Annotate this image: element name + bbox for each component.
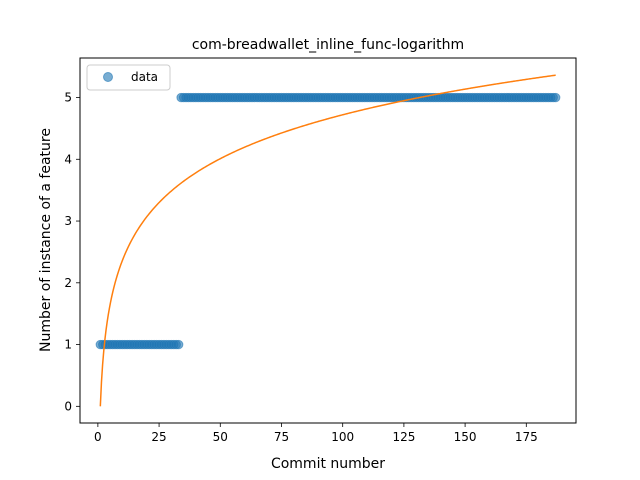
fit-line (99, 74, 556, 407)
x-tick-label: 100 (331, 430, 354, 444)
axes-frame (79, 57, 577, 424)
x-tick-label: 150 (454, 430, 477, 444)
x-tick-label: 25 (151, 430, 166, 444)
legend-box (86, 64, 171, 91)
y-tick-label: 2 (64, 276, 72, 290)
y-tick-label: 1 (64, 338, 72, 352)
data-point (550, 92, 561, 103)
x-tick-label: 175 (515, 430, 538, 444)
x-tick-label: 125 (392, 430, 415, 444)
y-tick-label: 5 (64, 91, 72, 105)
x-tick-label: 0 (94, 430, 102, 444)
y-axis-label: Number of instance of a feature (38, 128, 54, 352)
x-axis-ticks: 0 25 50 75 100 125 150 175 (94, 423, 538, 444)
y-tick-label: 0 (64, 399, 72, 413)
y-tick-label: 3 (64, 214, 72, 228)
y-axis-ticks: 0 1 2 3 4 5 (64, 91, 80, 413)
legend: data (86, 64, 171, 91)
data-point (173, 339, 184, 350)
chart-title: com-breadwallet_inline_func-logarithm (192, 37, 464, 53)
plot-area (95, 74, 561, 407)
x-tick-label: 75 (274, 430, 289, 444)
legend-marker (103, 72, 113, 82)
legend-label: data (131, 70, 158, 84)
x-tick-label: 50 (213, 430, 228, 444)
y-tick-label: 4 (64, 152, 72, 166)
x-axis-label: Commit number (271, 456, 385, 472)
